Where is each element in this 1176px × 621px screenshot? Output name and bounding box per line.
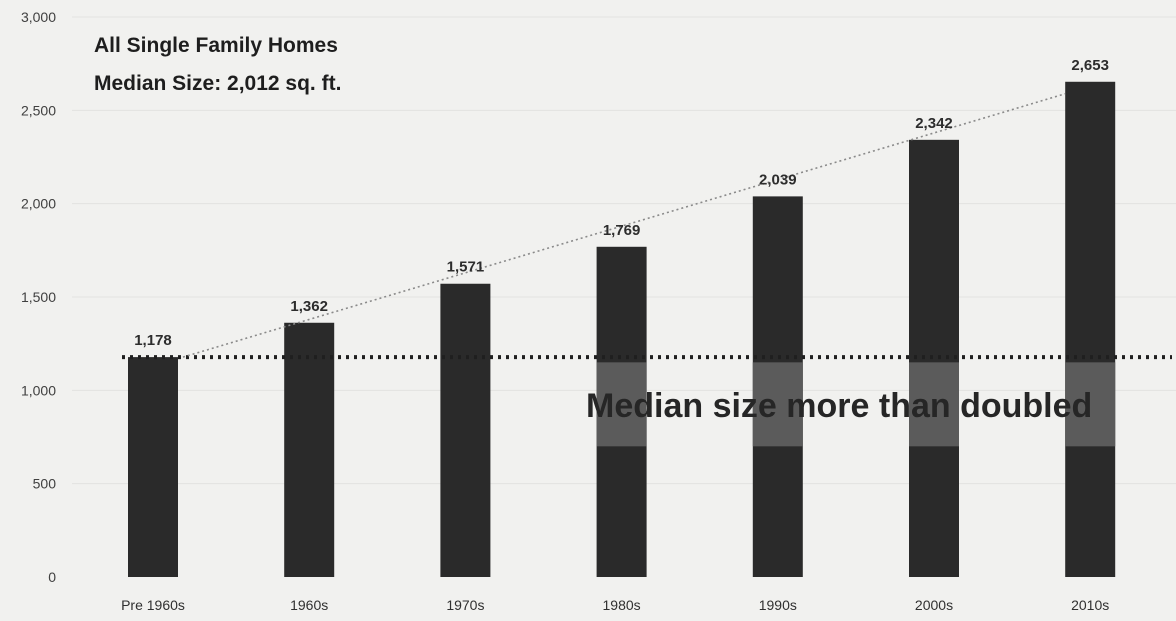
y-tick-label: 3,000 [21,9,56,25]
x-tick-label: 1990s [759,597,797,613]
chart-title-line-2: Median Size: 2,012 sq. ft. [94,72,341,95]
x-tick-label: 2000s [915,597,953,613]
data-label: 1,362 [290,298,328,315]
data-label: 1,571 [447,259,485,276]
annotation-text: Median size more than doubled [586,387,1092,425]
data-label: 2,342 [915,115,953,132]
bar-highlight-band [1065,362,1116,447]
x-tick-label: 1980s [603,597,641,613]
data-label: 1,178 [134,332,172,349]
y-tick-label: 0 [48,569,56,585]
data-label: 2,653 [1071,57,1109,74]
bar-highlight-band [909,362,959,447]
x-tick-label: 1970s [446,597,484,613]
bar [440,283,491,577]
bars [128,81,1116,578]
bar [1065,81,1116,578]
highlight-bands [596,362,1116,447]
x-tick-label: Pre 1960s [121,597,185,613]
x-tick-label: 1960s [290,597,328,613]
bar [909,139,959,577]
chart-title-line-1: All Single Family Homes [94,34,338,57]
bar-highlight-band [596,362,647,447]
y-tick-label: 1,500 [21,289,56,305]
y-tick-label: 1,000 [21,382,56,398]
data-label: 1,769 [603,222,641,239]
bar [284,322,335,577]
reference-lines [122,93,1172,360]
bar [128,357,178,577]
x-tick-label: 2010s [1071,597,1109,613]
bar-highlight-band [752,362,803,447]
data-label: 2,039 [759,171,797,188]
y-tick-label: 2,500 [21,102,56,118]
y-tick-label: 2,000 [21,196,56,212]
trend-line [182,93,1066,358]
y-axis: 0 500 1,000 1,500 2,000 2,500 3,000 [21,9,56,585]
y-tick-label: 500 [33,476,57,492]
x-axis: Pre 1960s 1960s 1970s 1980s 1990s 2000s 2010s [121,597,1109,613]
data-labels: 1,178 1,362 1,571 1,769 2,039 2,342 2,653 [134,57,1109,349]
